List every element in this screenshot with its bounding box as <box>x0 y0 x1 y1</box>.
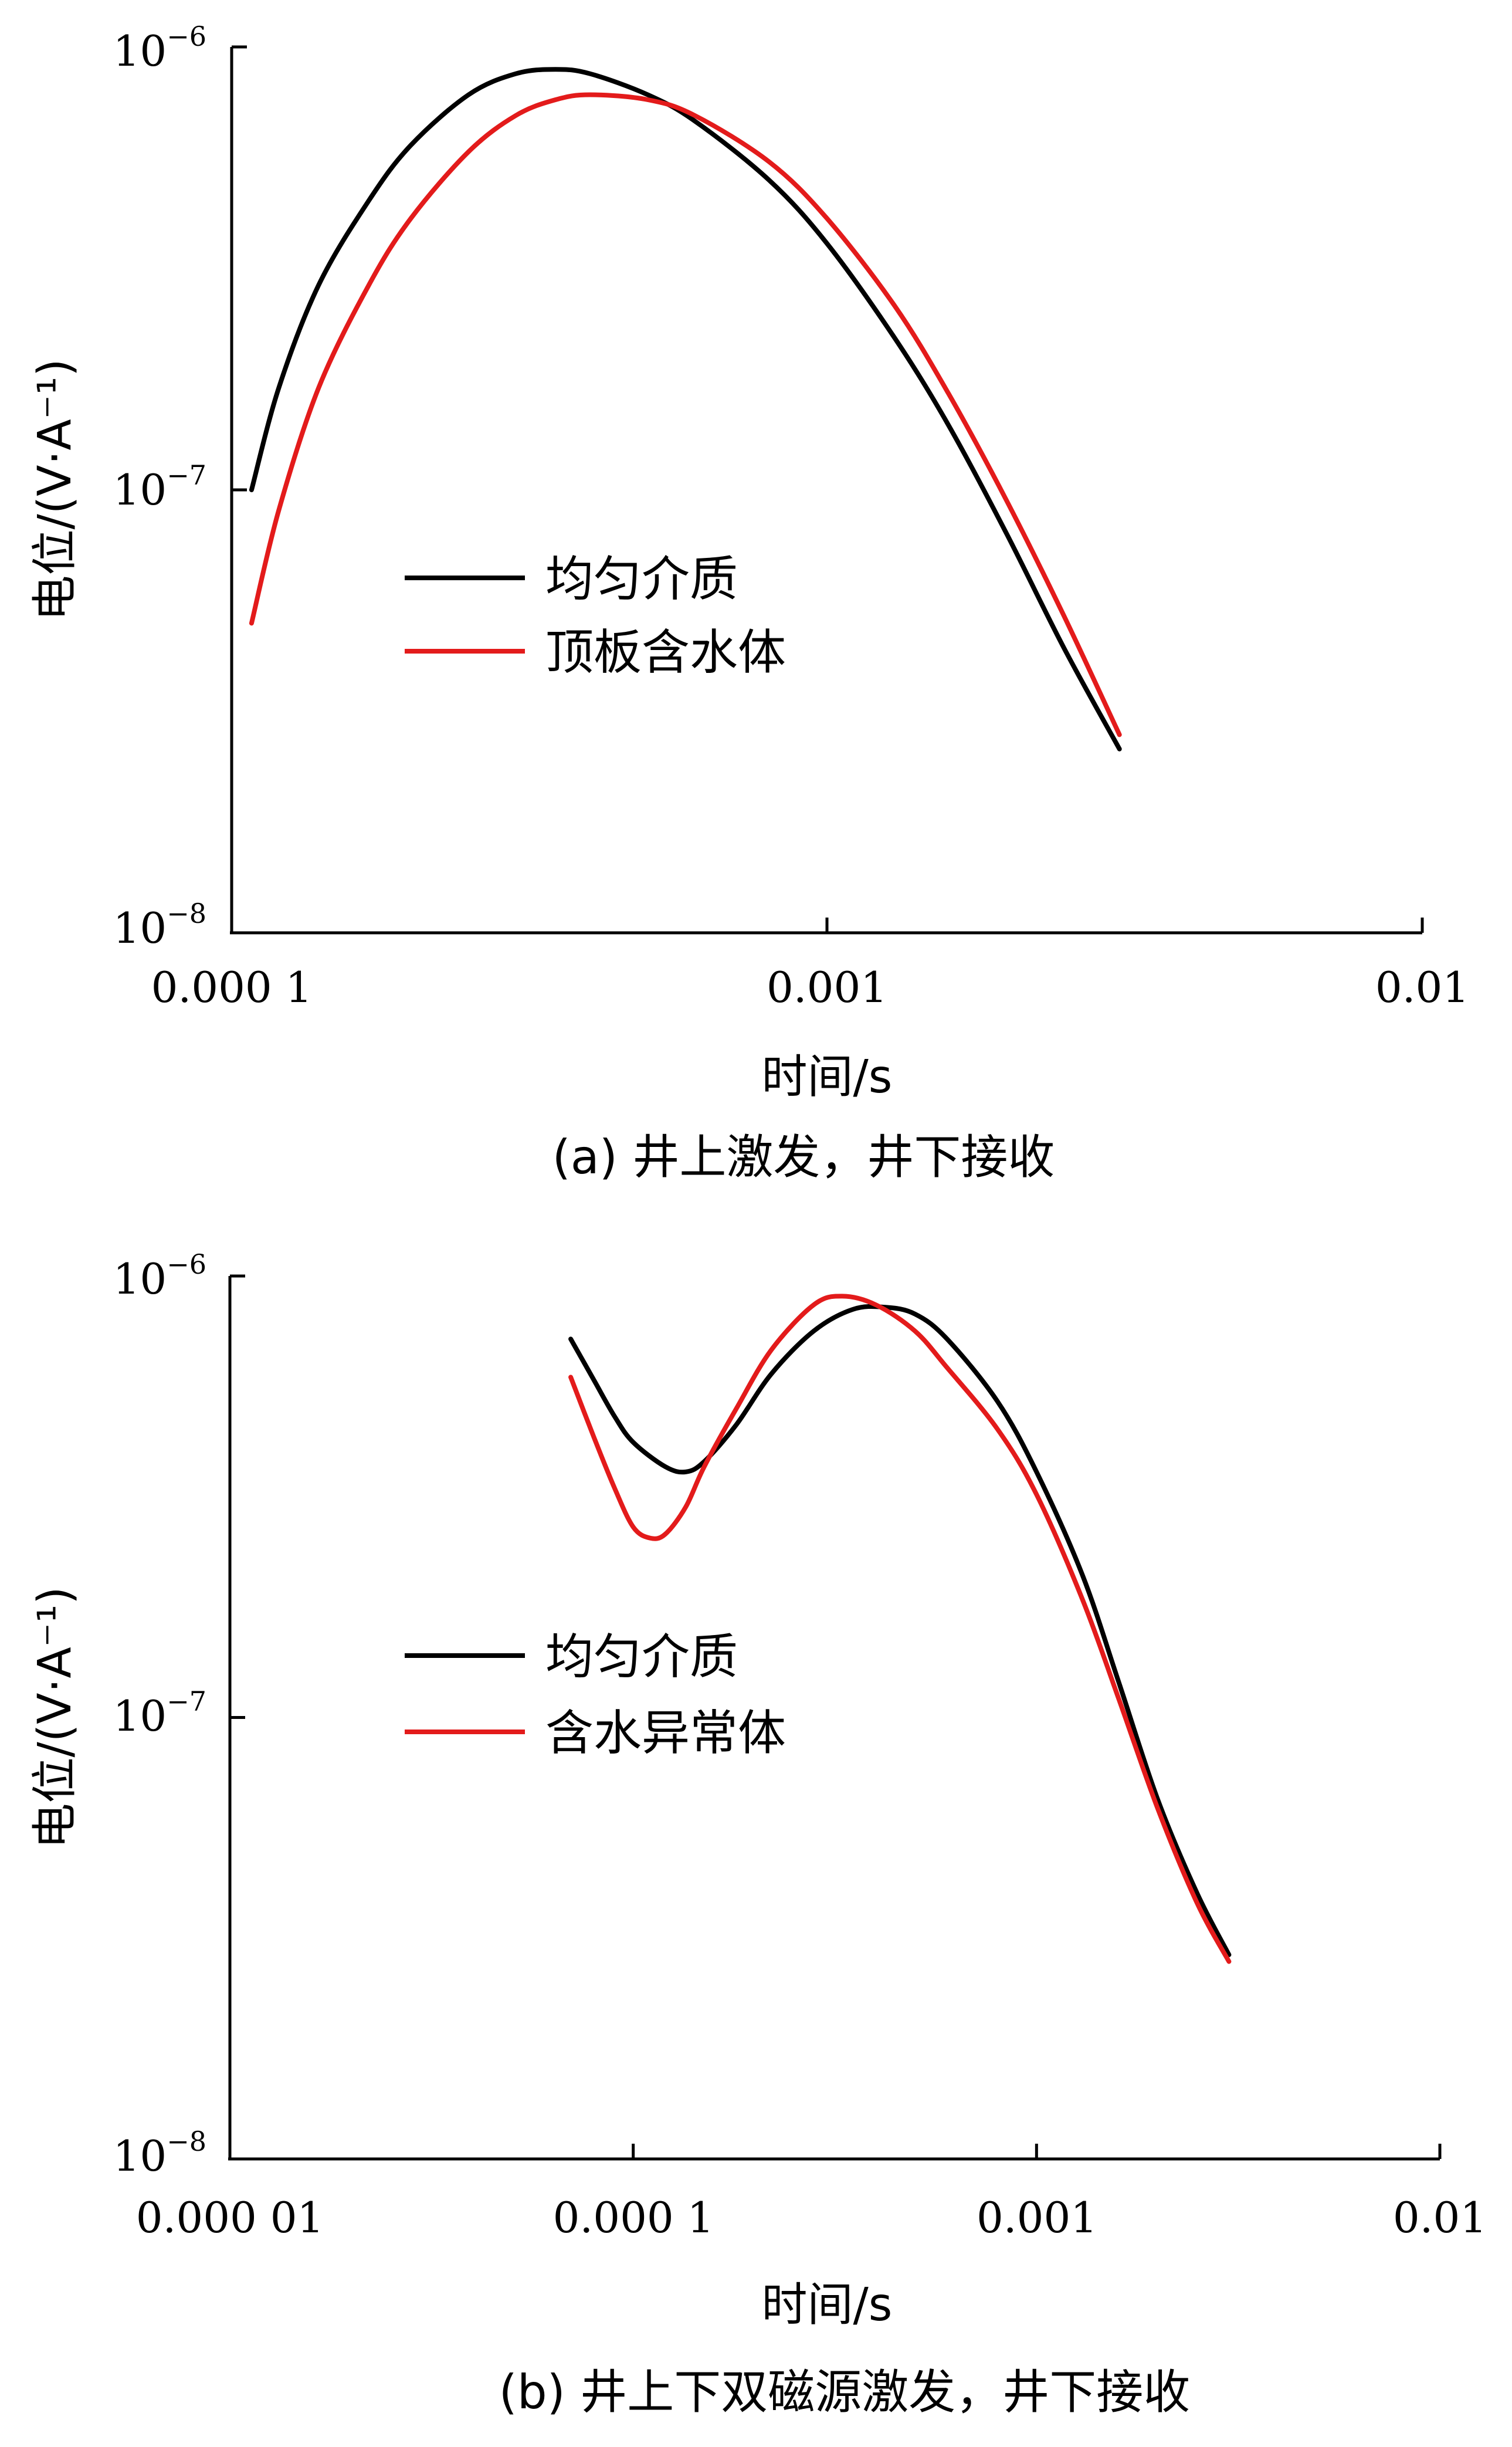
series-group <box>568 1294 1232 1964</box>
y-tick-label: 10−6 <box>113 21 206 76</box>
y-tick-label: 10−8 <box>113 2126 206 2181</box>
series-line-1 <box>249 67 1122 752</box>
x-tick-label: 0.001 <box>767 963 887 1012</box>
tick-group <box>228 1274 1442 2161</box>
legend-label: 均匀介质 <box>545 1629 738 1685</box>
legend: 均匀介质 含水异常体 <box>405 1629 786 1761</box>
y-tick-label: 10−7 <box>113 459 206 515</box>
x-axis-title: 时间/s <box>762 2279 893 2331</box>
chart-caption: (a) 井上激发，井下接收 <box>552 1130 1055 1184</box>
legend-label: 均匀介质 <box>545 551 738 607</box>
x-tick-label: 0.01 <box>1393 2193 1487 2242</box>
series-group <box>249 67 1122 752</box>
chart-panel-a: 10−6 10−7 10−8 0.000 1 0.001 0.01 电位/(V·… <box>29 21 1469 1184</box>
y-tick-label: 10−8 <box>113 898 206 953</box>
y-tick-label: 10−7 <box>113 1686 206 1741</box>
legend-label: 顶板含水体 <box>545 625 786 681</box>
tick-group <box>230 45 1424 935</box>
y-axis-title: 电位/(V·A⁻¹) <box>29 1586 82 1849</box>
series-line-1 <box>568 1304 1232 1957</box>
x-tick-label: 0.001 <box>977 2193 1097 2242</box>
series-line-2 <box>568 1294 1232 1964</box>
x-tick-label: 0.000 01 <box>136 2193 324 2242</box>
x-tick-label: 0.01 <box>1375 963 1469 1012</box>
legend: 均匀介质 顶板含水体 <box>405 551 786 681</box>
x-tick-label: 0.000 1 <box>151 963 313 1012</box>
x-axis-title: 时间/s <box>762 1051 893 1104</box>
legend-label: 含水异常体 <box>545 1705 786 1761</box>
y-axis-title: 电位/(V·A⁻¹) <box>29 358 82 621</box>
series-line-2 <box>249 92 1122 737</box>
y-tick-label: 10−6 <box>113 1248 206 1304</box>
x-tick-label: 0.000 1 <box>553 2193 714 2242</box>
chart-caption: (b) 井上下双磁源激发，井下接收 <box>499 2365 1191 2419</box>
chart-panel-b: 10−6 10−7 10−8 0.000 01 0.000 1 0.001 0.… <box>29 1248 1487 2419</box>
